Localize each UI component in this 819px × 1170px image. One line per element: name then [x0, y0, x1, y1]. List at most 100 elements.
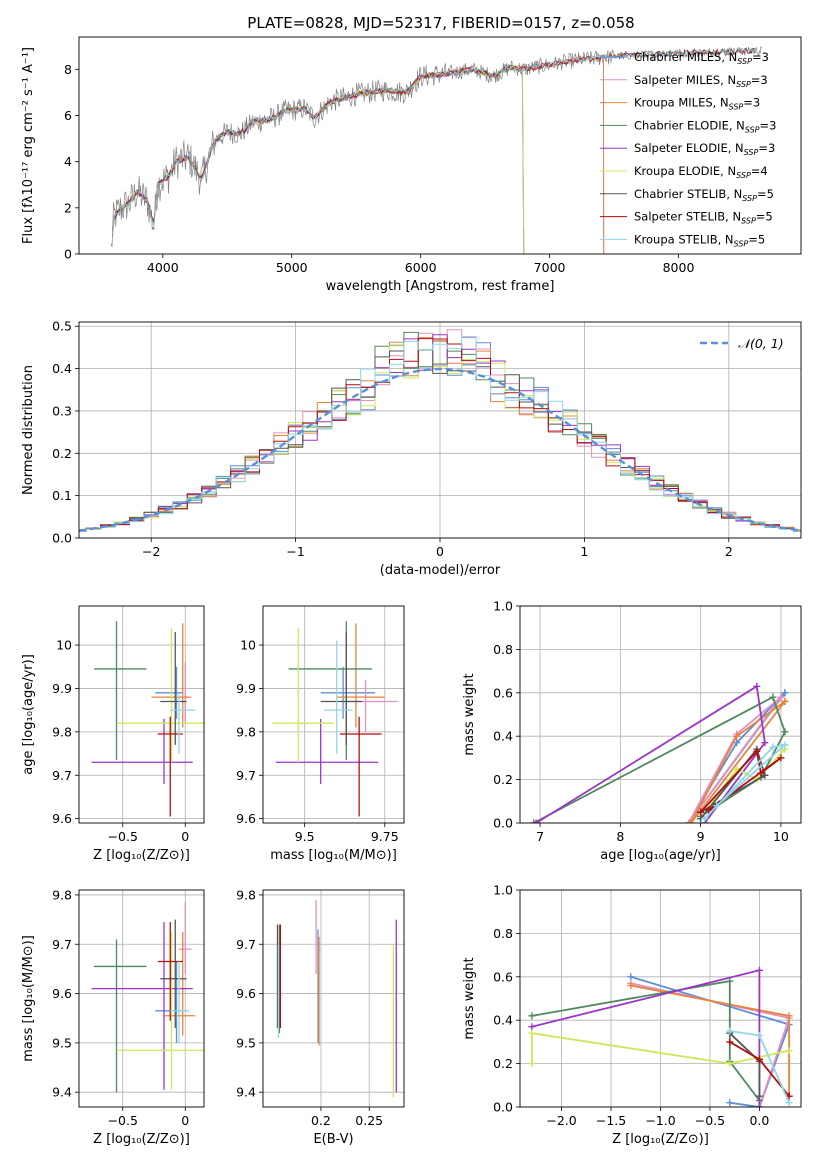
y-tick-label: 9.8: [52, 724, 72, 739]
legend-label: Chabrier ELODIE, NSSP=3: [634, 118, 776, 134]
age-vs-metallicity-panel: −0.5 0 9.6 9.7 9.8 9.9 10 Z [log₁₀(Z/Z⊙)] age [l…: [21, 605, 205, 863]
legend-label: Salpeter MILES, NSSP=3: [634, 73, 768, 89]
x-axis-label: mass [log₁₀(M/M⊙)]: [270, 848, 397, 863]
y-tick-label: 9.6: [52, 811, 72, 826]
x-tick-label: 6000: [405, 260, 437, 275]
legend-label: Salpeter STELIB, NSSP=5: [634, 210, 773, 226]
weight-point-marker: [532, 819, 540, 823]
weight-point-marker: [781, 741, 789, 749]
weight-point-marker: [733, 765, 741, 773]
axes-frame: 9.5 9.75 9.6 9.7 9.8 9.9 10 mass [log₁₀(M/M⊙)]: [236, 605, 405, 863]
errorbar-cross: [117, 627, 204, 763]
y-tick-label: 0.1: [52, 488, 72, 503]
weight-point-marker: [687, 819, 695, 823]
weight-line: [690, 700, 786, 823]
weight-point-marker: [769, 743, 777, 751]
weight-point-marker: [761, 771, 769, 779]
y-tick-label: 9.9: [52, 681, 72, 696]
x-tick-label: 0.0: [749, 1113, 769, 1128]
residual-histogram: [79, 349, 801, 532]
plot-marks: [91, 621, 204, 817]
model-spectrum-line: [112, 47, 756, 232]
errorbar-cross: [339, 716, 382, 817]
y-tick-label: 8: [64, 62, 72, 77]
weight-point-marker: [528, 1012, 536, 1020]
weight-point-marker: [701, 815, 709, 823]
errorbar-cross: [94, 939, 147, 1093]
weight-point-marker: [697, 808, 705, 816]
legend: 𝒩(0, 1): [700, 336, 784, 351]
grid-lines: [263, 890, 404, 1107]
x-tick-label: 5000: [276, 260, 308, 275]
y-tick-label: 9.8: [236, 724, 256, 739]
y-tick-label: 0.4: [493, 1013, 513, 1028]
axes-frame: −2 −1 0 1 2 0.0 0.1 0.2 0.3 0.4 0.5 (data-model)/er…: [21, 319, 802, 578]
errorbar-cross: [320, 666, 376, 719]
x-tick-label: 0: [181, 829, 189, 844]
plot-marks: [272, 621, 398, 817]
x-tick-label: 8000: [663, 260, 695, 275]
weight-point-marker: [627, 973, 635, 981]
legend-label: Chabrier MILES, NSSP=3: [634, 50, 769, 66]
x-axis-label: Z [log₁₀(Z/Z⊙)]: [93, 1132, 190, 1147]
weight-line: [704, 743, 788, 820]
y-tick-label: 0.5: [52, 319, 72, 334]
weight-point-marker: [753, 747, 761, 755]
legend-label: Kroupa STELIB, NSSP=5: [634, 232, 765, 248]
x-tick-label: 7: [536, 829, 544, 844]
x-axis-label: E(B-V): [313, 1132, 353, 1147]
plot-marks: [79, 329, 801, 533]
y-tick-label: 9.6: [52, 986, 72, 1001]
weight-point-marker: [757, 769, 765, 777]
y-tick-label: 9.5: [52, 1035, 72, 1050]
axes-border: [262, 605, 405, 824]
plot-marks: [530, 682, 789, 823]
weight-point-marker: [769, 693, 777, 701]
y-axis-label: mass weight: [462, 673, 477, 755]
x-tick-label: 4000: [147, 260, 179, 275]
weight-point-marker: [755, 966, 763, 974]
y-tick-label: 9.6: [236, 811, 256, 826]
y-tick-label: 0: [64, 247, 72, 262]
weight-point-marker: [726, 1027, 734, 1035]
weight-point-marker: [777, 754, 785, 762]
y-tick-label: 9.6: [236, 986, 256, 1001]
x-tick-label: 0.2: [311, 1113, 331, 1128]
x-tick-label: 0: [181, 1113, 189, 1128]
y-tick-label: 6: [64, 108, 72, 123]
y-tick-label: 4: [64, 154, 72, 169]
x-tick-label: 10: [773, 829, 789, 844]
x-tick-label: −1: [286, 544, 304, 559]
y-axis-label: age [log₁₀(age/yr)]: [21, 654, 36, 775]
errorbar-cross: [320, 632, 363, 745]
errorbar-cross: [151, 623, 189, 728]
y-tick-label: 0.2: [52, 446, 72, 461]
x-axis-label: (data-model)/error: [380, 563, 501, 578]
y-tick-label: 1.0: [493, 883, 513, 898]
weight-vs-age-panel: 7 8 9 10 0.0 0.2 0.4 0.6 0.8 1.0 age [log₁₀(age/yr…: [462, 599, 802, 863]
weight-point-marker: [761, 739, 769, 747]
errorbar-cross: [339, 679, 398, 732]
weight-point-marker: [528, 1029, 536, 1037]
errorbar-cross: [170, 692, 196, 754]
y-tick-label: 9.9: [236, 681, 256, 696]
weight-point-marker: [781, 728, 789, 736]
weight-point-marker: [726, 977, 734, 985]
errorbar-cross: [160, 919, 187, 1029]
x-tick-label: −2: [142, 544, 160, 559]
errorbar-cross: [179, 902, 192, 974]
axes-frame: −0.5 0 9.4 9.5 9.6 9.7 9.8 Z [log₁₀(Z/Z⊙)] mass …: [21, 887, 205, 1147]
weight-point-marker: [528, 1060, 536, 1068]
weight-point-marker: [627, 981, 635, 989]
grid-lines: [263, 606, 404, 823]
y-tick-label: 9.7: [52, 937, 72, 952]
weight-point-marker: [733, 739, 741, 747]
errorbar-cross: [170, 961, 189, 1043]
weight-point-marker: [726, 1099, 734, 1107]
model-spectrum-line: [112, 65, 525, 254]
x-tick-label: 8: [616, 829, 624, 844]
weight-point-marker: [726, 1060, 734, 1068]
weight-point-marker: [530, 819, 538, 823]
x-tick-label: 7000: [534, 260, 566, 275]
